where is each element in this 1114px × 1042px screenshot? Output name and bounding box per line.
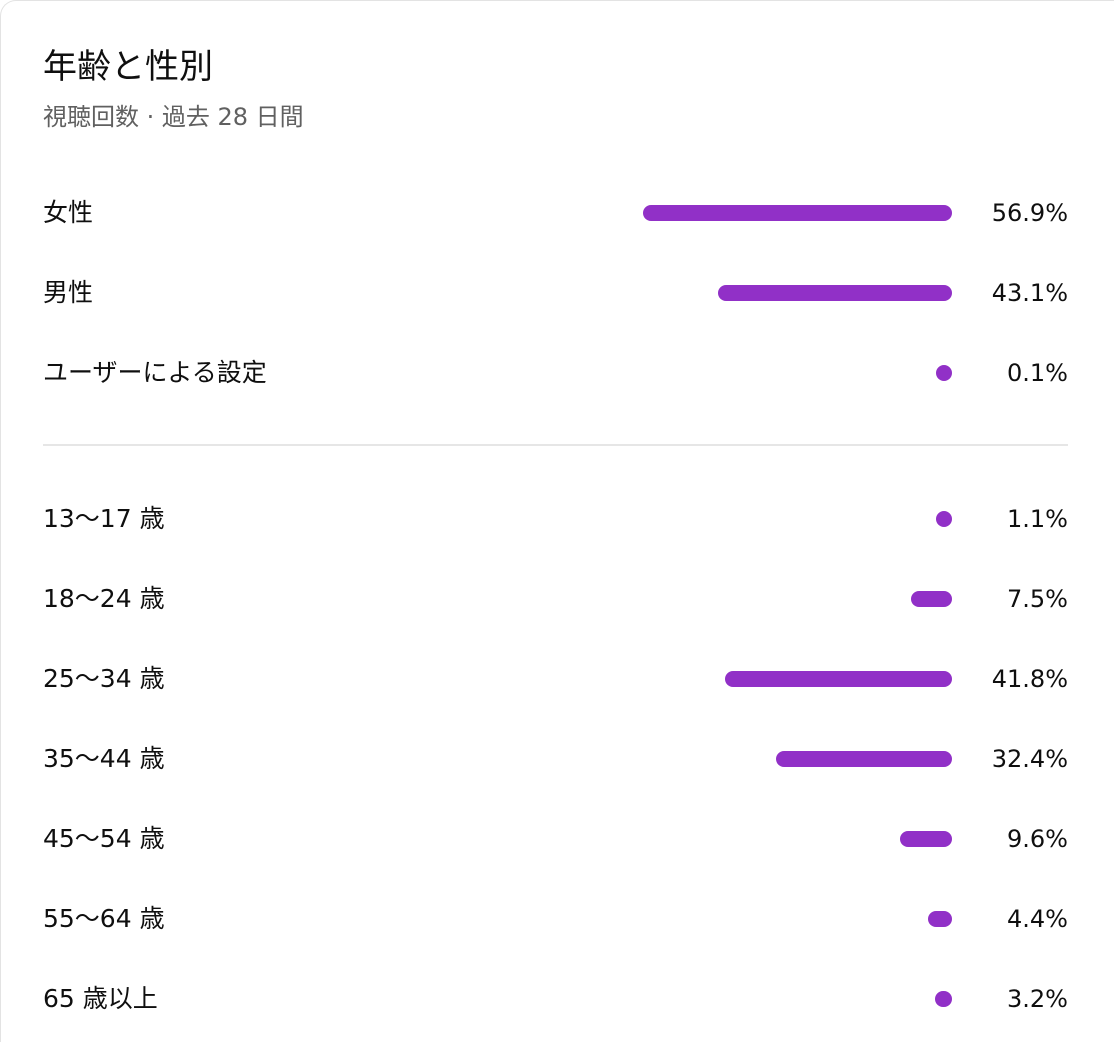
age-bar-track xyxy=(643,511,952,527)
age-bar xyxy=(899,831,952,847)
age-bar xyxy=(911,591,952,607)
gender-value-label: 56.9% xyxy=(991,199,1068,227)
gender-row: 男性 43.1% xyxy=(43,253,1068,333)
age-row: 13〜17 歳 1.1% xyxy=(43,479,1068,559)
card-title: 年齢と性別 xyxy=(43,47,213,87)
age-category-label: 45〜54 歳 xyxy=(43,824,165,853)
age-category-label: 25〜34 歳 xyxy=(43,664,165,693)
card-subtitle: 視聴回数 · 過去 28 日間 xyxy=(43,103,304,131)
age-bar-track xyxy=(643,991,952,1007)
age-value-label: 4.4% xyxy=(1007,905,1068,933)
age-value-label: 3.2% xyxy=(1007,985,1068,1013)
gender-bar xyxy=(936,365,952,381)
age-bar-track xyxy=(643,751,952,767)
age-category-label: 18〜24 歳 xyxy=(43,584,165,613)
age-row: 25〜34 歳 41.8% xyxy=(43,639,1068,719)
age-bar xyxy=(928,911,952,927)
age-value-label: 1.1% xyxy=(1007,505,1068,533)
age-row: 45〜54 歳 9.6% xyxy=(43,799,1068,879)
gender-bar-chart: 女性 56.9% 男性 43.1% ユーザーによる設定 0.1% xyxy=(43,173,1068,413)
age-value-label: 41.8% xyxy=(991,665,1068,693)
age-category-label: 13〜17 歳 xyxy=(43,504,165,533)
age-value-label: 9.6% xyxy=(1007,825,1068,853)
age-row: 55〜64 歳 4.4% xyxy=(43,879,1068,959)
age-category-label: 65 歳以上 xyxy=(43,984,158,1013)
age-row: 35〜44 歳 32.4% xyxy=(43,719,1068,799)
section-divider xyxy=(43,444,1068,446)
gender-category-label: ユーザーによる設定 xyxy=(43,358,267,387)
gender-value-label: 43.1% xyxy=(991,279,1068,307)
gender-value-label: 0.1% xyxy=(1007,359,1068,387)
gender-category-label: 女性 xyxy=(43,198,94,227)
age-category-label: 55〜64 歳 xyxy=(43,904,165,933)
age-category-label: 35〜44 歳 xyxy=(43,744,165,773)
age-value-label: 32.4% xyxy=(991,745,1068,773)
age-bar-track xyxy=(643,831,952,847)
age-bar-track xyxy=(643,591,952,607)
gender-bar xyxy=(643,205,952,221)
age-bar xyxy=(776,751,952,767)
age-bar-track xyxy=(643,911,952,927)
gender-bar-track xyxy=(643,205,952,221)
gender-bar-track xyxy=(643,365,952,381)
age-row: 65 歳以上 3.2% xyxy=(43,959,1068,1039)
age-bar xyxy=(725,671,952,687)
age-bar-track xyxy=(643,671,952,687)
gender-bar-track xyxy=(643,285,952,301)
gender-row: 女性 56.9% xyxy=(43,173,1068,253)
age-row: 18〜24 歳 7.5% xyxy=(43,559,1068,639)
gender-row: ユーザーによる設定 0.1% xyxy=(43,333,1068,413)
age-bar xyxy=(934,991,952,1007)
gender-bar xyxy=(717,285,952,301)
age-bar-chart: 13〜17 歳 1.1% 18〜24 歳 7.5% 25〜34 歳 41.8% 35〜44 … xyxy=(43,479,1068,1039)
age-bar xyxy=(936,511,952,527)
age-value-label: 7.5% xyxy=(1007,585,1068,613)
gender-category-label: 男性 xyxy=(43,278,94,307)
